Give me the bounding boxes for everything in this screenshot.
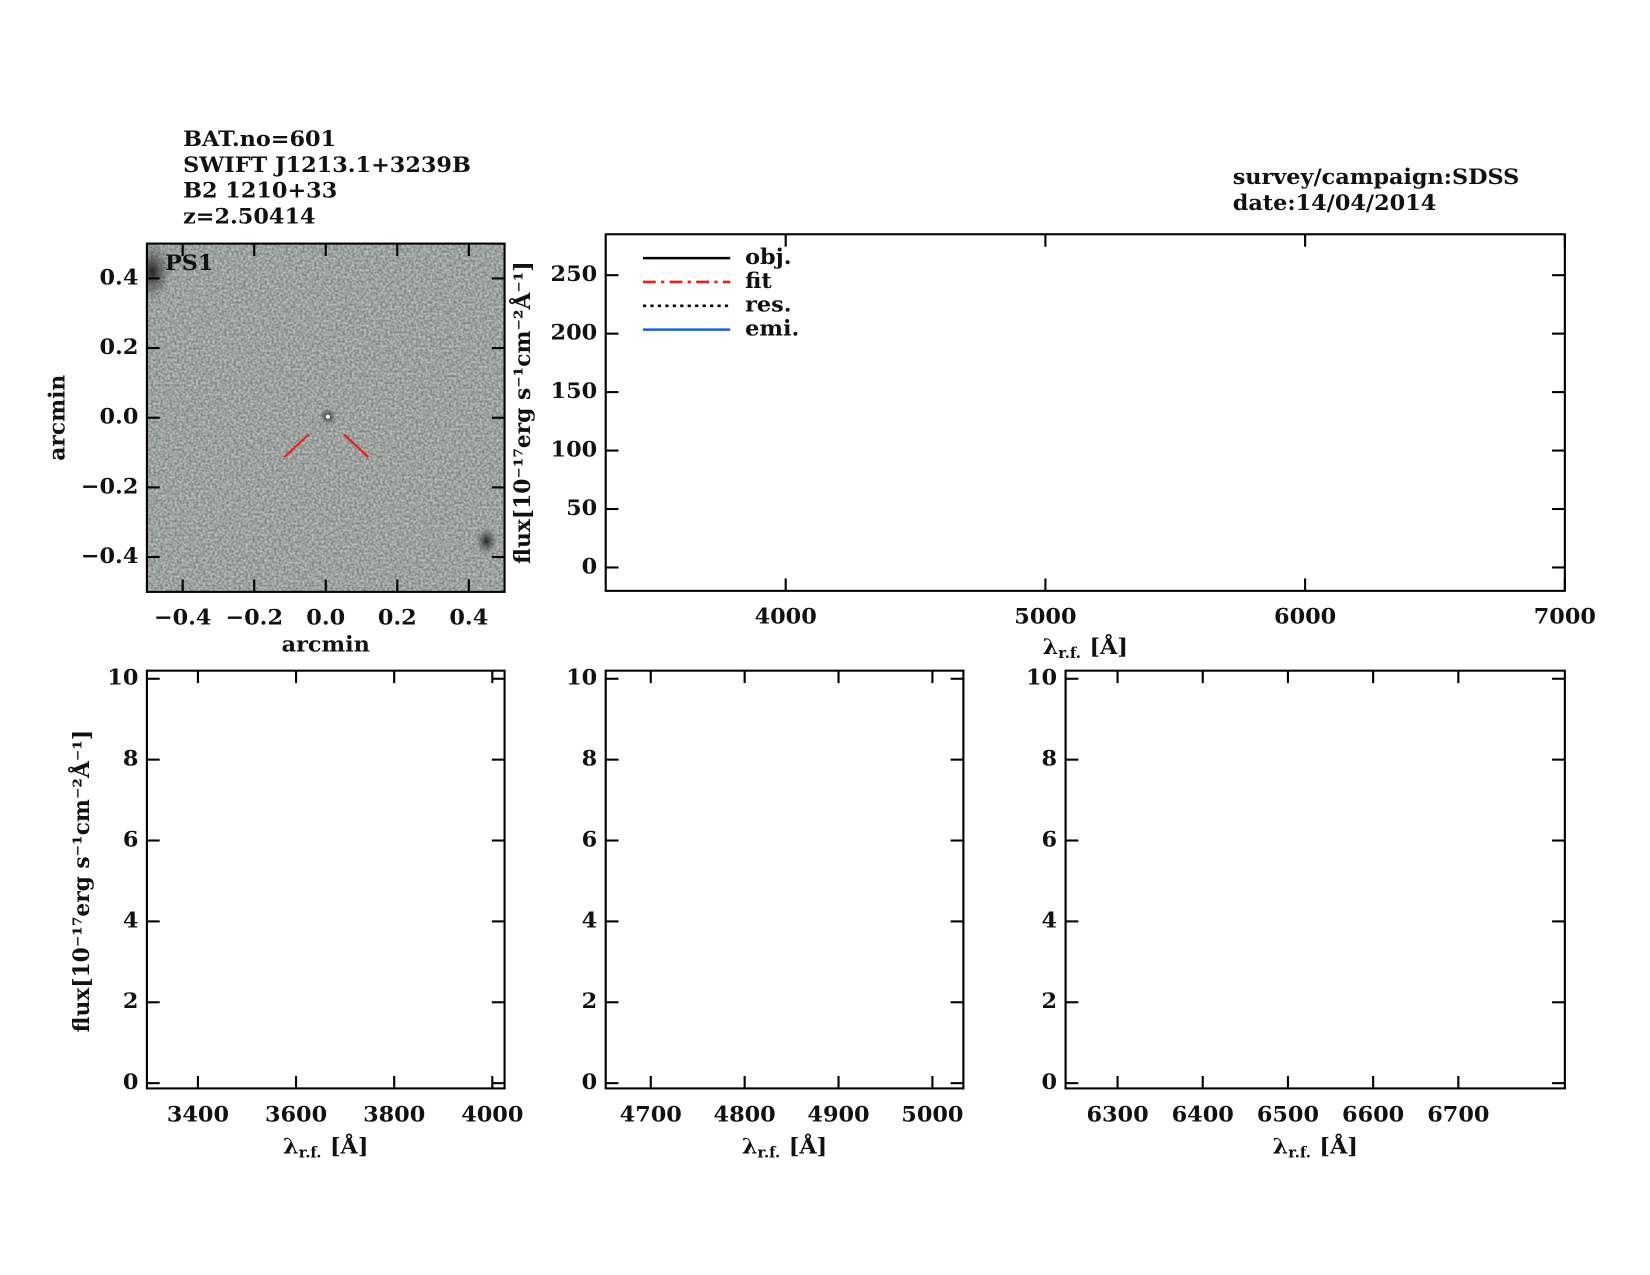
- source-blob: [475, 527, 498, 555]
- legend-label: res.: [745, 292, 791, 318]
- x-axis-label: arcmin: [282, 632, 370, 658]
- y-tick-label: 4: [582, 908, 598, 934]
- x-tick-label: 6500: [1257, 1102, 1319, 1128]
- y-tick-label: −0.4: [81, 543, 139, 569]
- y-tick-label: 0: [1042, 1069, 1058, 1095]
- y-tick-label: 8: [123, 746, 139, 772]
- x-label-unit: [Å]: [330, 1133, 368, 1160]
- header-line: z=2.50414: [183, 204, 315, 230]
- x-label-subscript: r.f.: [1288, 1145, 1311, 1162]
- x-tick-label: 4900: [807, 1102, 869, 1128]
- x-label-symbol: λ: [742, 1134, 758, 1160]
- x-tick-label: 6600: [1342, 1102, 1404, 1128]
- x-tick-label: 3600: [265, 1102, 327, 1128]
- x-tick-label: 5000: [901, 1102, 963, 1128]
- y-tick-label: 10: [566, 665, 597, 691]
- x-label-symbol: λ: [1273, 1134, 1289, 1160]
- x-label-unit: [Å]: [1089, 633, 1127, 660]
- x-tick-label: 3800: [363, 1102, 425, 1128]
- x-label-subscript: r.f.: [758, 1145, 781, 1162]
- target-core: [325, 414, 330, 419]
- x-tick-label: 6000: [1274, 604, 1336, 630]
- plot-frame: [1064, 669, 1566, 1090]
- plot-frame: [145, 669, 506, 1090]
- legend-label: fit: [745, 268, 772, 294]
- x-tick-label: 0.4: [449, 605, 488, 631]
- y-tick-label: −0.2: [81, 474, 139, 500]
- x-tick-label: 7000: [1534, 604, 1596, 630]
- y-tick-label: 0: [582, 1069, 598, 1095]
- plot-frame: [604, 669, 965, 1090]
- legend-label: emi.: [745, 316, 799, 342]
- x-axis-label: λr.f. [Å]: [283, 1133, 368, 1162]
- marker-line: [343, 433, 370, 458]
- y-tick-label: 6: [123, 827, 139, 853]
- x-axis-label: λr.f. [Å]: [1273, 1133, 1358, 1162]
- header-line: BAT.no=601: [183, 126, 336, 152]
- x-tick-label: 0.0: [306, 605, 345, 631]
- y-tick-label: 150: [551, 378, 598, 404]
- x-label-unit: [Å]: [789, 1133, 827, 1160]
- y-tick-label: 250: [551, 261, 598, 287]
- x-tick-label: 4000: [755, 604, 817, 630]
- x-tick-label: 6700: [1427, 1102, 1489, 1128]
- y-tick-label: 0.2: [100, 334, 139, 360]
- x-label-subscript: r.f.: [299, 1145, 322, 1162]
- x-tick-label: −0.2: [225, 605, 283, 631]
- y-tick-label: 8: [1042, 746, 1058, 772]
- x-label-unit: [Å]: [1319, 1133, 1357, 1160]
- header-line: SWIFT J1213.1+3239B: [183, 152, 471, 178]
- y-tick-label: 10: [1026, 665, 1057, 691]
- survey-line: survey/campaign:SDSS: [1233, 164, 1520, 190]
- y-tick-label: 4: [123, 908, 139, 934]
- sky-image: [146, 243, 505, 592]
- x-tick-label: −0.4: [154, 605, 212, 631]
- source-blob: [146, 243, 172, 301]
- y-tick-label: 50: [566, 495, 597, 521]
- y-tick-label: 6: [1042, 827, 1058, 853]
- x-tick-label: 4800: [714, 1102, 776, 1128]
- y-tick-label: 10: [107, 665, 138, 691]
- x-tick-label: 4000: [461, 1102, 523, 1128]
- x-label-symbol: λ: [283, 1134, 299, 1160]
- x-label-symbol: λ: [1043, 634, 1059, 660]
- y-axis-label: arcmin: [44, 375, 70, 461]
- x-tick-label: 6300: [1086, 1102, 1148, 1128]
- header-line: B2 1210+33: [183, 178, 337, 204]
- x-tick-label: 3400: [167, 1102, 229, 1128]
- x-tick-label: 4700: [620, 1102, 682, 1128]
- survey-line: date:14/04/2014: [1233, 190, 1437, 216]
- y-tick-label: 2: [1042, 988, 1058, 1014]
- x-tick-label: 5000: [1014, 604, 1076, 630]
- plot-frame: [604, 233, 1566, 592]
- y-tick-label: 0: [123, 1069, 139, 1095]
- x-tick-label: 6400: [1172, 1102, 1234, 1128]
- y-tick-label: 0: [582, 554, 598, 580]
- y-tick-label: 2: [582, 988, 598, 1014]
- y-tick-label: 8: [582, 746, 598, 772]
- x-axis-label: λr.f. [Å]: [742, 1133, 827, 1162]
- marker-line: [283, 433, 310, 458]
- x-label-subscript: r.f.: [1058, 645, 1081, 662]
- y-tick-label: 6: [582, 827, 598, 853]
- y-tick-label: 0.4: [100, 265, 139, 291]
- y-axis-label: flux[10⁻¹⁷erg s⁻¹cm⁻²Å⁻¹]: [68, 730, 95, 1032]
- y-tick-label: 2: [123, 988, 139, 1014]
- x-axis-label: λr.f. [Å]: [1043, 633, 1128, 662]
- y-tick-label: 100: [551, 437, 598, 463]
- y-tick-label: 200: [551, 320, 598, 346]
- annotation: PS1: [165, 251, 213, 277]
- x-tick-label: 0.2: [378, 605, 417, 631]
- legend-label: obj.: [745, 244, 791, 270]
- y-axis-label: flux[10⁻¹⁷erg s⁻¹cm⁻²Å⁻¹]: [509, 261, 536, 563]
- y-tick-label: 4: [1042, 908, 1058, 934]
- y-tick-label: 0.0: [100, 404, 139, 430]
